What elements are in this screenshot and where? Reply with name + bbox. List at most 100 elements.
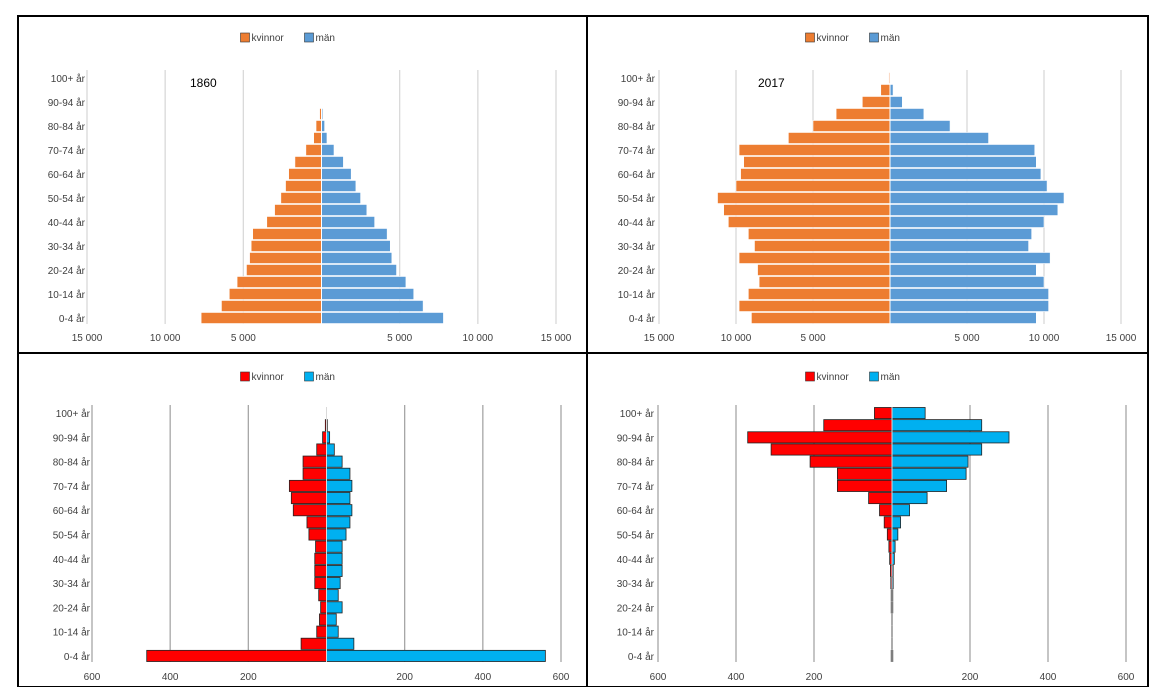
chart-panel-4: 0-4 år 10-14 år 20-24 år 30-34 år 40-44 år 50…	[617, 371, 1135, 683]
bar-kvinnor	[300, 637, 327, 650]
bar-kvinnor	[146, 649, 327, 662]
category-label: 80-84 år	[48, 121, 86, 133]
bar-man	[891, 492, 928, 505]
bar-kvinnor	[314, 552, 327, 565]
x-tick-label: 15 000	[1106, 333, 1137, 344]
bar-kvinnor	[717, 192, 891, 204]
x-tick-label: 400	[474, 672, 491, 683]
bar-kvinnor	[812, 120, 891, 132]
bar-kvinnor	[200, 312, 322, 324]
category-label: 90-94 år	[48, 97, 86, 109]
x-tick-label: 10 000	[1029, 333, 1060, 344]
category-label: 60-64 år	[618, 169, 656, 181]
category-label: 70-74 år	[618, 145, 656, 157]
legend-label-kvinnor: kvinnor	[252, 33, 285, 44]
bar-kvinnor	[290, 492, 327, 505]
x-tick-label: 600	[1118, 672, 1135, 683]
legend: kvinnor män	[805, 32, 900, 44]
legend-swatch-kvinnor	[805, 32, 815, 43]
chart-panel-1: 0-4 år 10-14 år 20-24 år 30-34 år 40-44 år 50…	[48, 32, 572, 344]
bar-man	[326, 540, 343, 553]
bar-man	[891, 407, 926, 420]
bar-man	[321, 240, 391, 252]
bar-kvinnor	[788, 132, 891, 144]
bar-man	[321, 204, 368, 216]
category-label: 50-54 år	[617, 530, 655, 542]
bar-man	[326, 601, 343, 614]
bar-kvinnor	[748, 228, 891, 240]
bar-man	[889, 312, 1037, 324]
bar-man	[889, 288, 1049, 300]
bar-man	[889, 204, 1059, 216]
category-label: 70-74 år	[53, 481, 91, 493]
category-label: 10-14 år	[618, 289, 656, 301]
bar-man	[321, 216, 375, 228]
bar-man	[891, 467, 967, 480]
bar-man	[321, 276, 407, 288]
bar-kvinnor	[221, 300, 322, 312]
legend-swatch-kvinnor	[805, 371, 815, 382]
bar-man	[326, 613, 337, 626]
legend: kvinnor män	[805, 371, 900, 383]
bar-kvinnor	[313, 132, 322, 144]
x-tick-label: 5 000	[231, 333, 256, 344]
x-tick-label: 15 000	[541, 333, 572, 344]
bar-kvinnor	[751, 312, 891, 324]
x-tick-label: 10 000	[721, 333, 752, 344]
legend-label-man: män	[881, 33, 900, 44]
legend-swatch-man	[304, 32, 314, 43]
bar-kvinnor	[280, 192, 322, 204]
bar-man	[326, 577, 341, 590]
bar-man	[321, 312, 444, 324]
bar-kvinnor	[738, 144, 891, 156]
bar-kvinnor	[274, 204, 322, 216]
bar-kvinnor	[250, 240, 322, 252]
category-label: 70-74 år	[48, 145, 86, 157]
bar-kvinnor	[880, 84, 891, 96]
bar-man	[321, 180, 357, 192]
bar-man	[321, 132, 328, 144]
bar-man	[889, 192, 1065, 204]
category-label: 0-4 år	[59, 313, 86, 325]
bar-man	[326, 492, 351, 505]
bar-kvinnor	[246, 264, 322, 276]
category-label: 10-14 år	[617, 627, 655, 639]
category-label: 100+ år	[620, 408, 655, 420]
bar-man	[326, 504, 353, 517]
x-tick-label: 200	[806, 672, 823, 683]
category-label: 0-4 år	[628, 651, 655, 663]
bar-kvinnor	[738, 252, 891, 264]
bar-man	[321, 144, 335, 156]
x-tick-label: 600	[84, 672, 101, 683]
x-tick-label: 600	[650, 672, 667, 683]
bar-man	[891, 419, 983, 432]
bar-kvinnor	[266, 216, 322, 228]
category-label: 80-84 år	[618, 121, 656, 133]
bar-man	[326, 589, 339, 602]
outer-frame	[17, 15, 1149, 687]
x-tick-label: 400	[1040, 672, 1057, 683]
bar-kvinnor	[809, 455, 893, 468]
bar-man	[891, 504, 910, 517]
category-label: 80-84 år	[53, 457, 91, 469]
bar-kvinnor	[252, 228, 322, 240]
bar-kvinnor	[315, 540, 327, 553]
category-label: 30-34 år	[617, 578, 655, 590]
bar-man	[326, 528, 347, 541]
bar-man	[321, 264, 397, 276]
bar-man	[889, 144, 1036, 156]
bar-kvinnor	[316, 443, 327, 456]
bar-kvinnor	[837, 479, 893, 492]
bar-man	[326, 552, 343, 565]
category-label: 90-94 år	[617, 432, 655, 444]
bar-kvinnor	[743, 156, 891, 168]
category-label: 80-84 år	[617, 457, 655, 469]
bar-man	[891, 516, 901, 529]
bar-man	[889, 228, 1032, 240]
bar-man	[326, 637, 355, 650]
bar-kvinnor	[770, 443, 893, 456]
bar-kvinnor	[883, 516, 893, 529]
bar-kvinnor	[294, 156, 322, 168]
legend-swatch-man	[869, 32, 879, 43]
bar-kvinnor	[754, 240, 891, 252]
